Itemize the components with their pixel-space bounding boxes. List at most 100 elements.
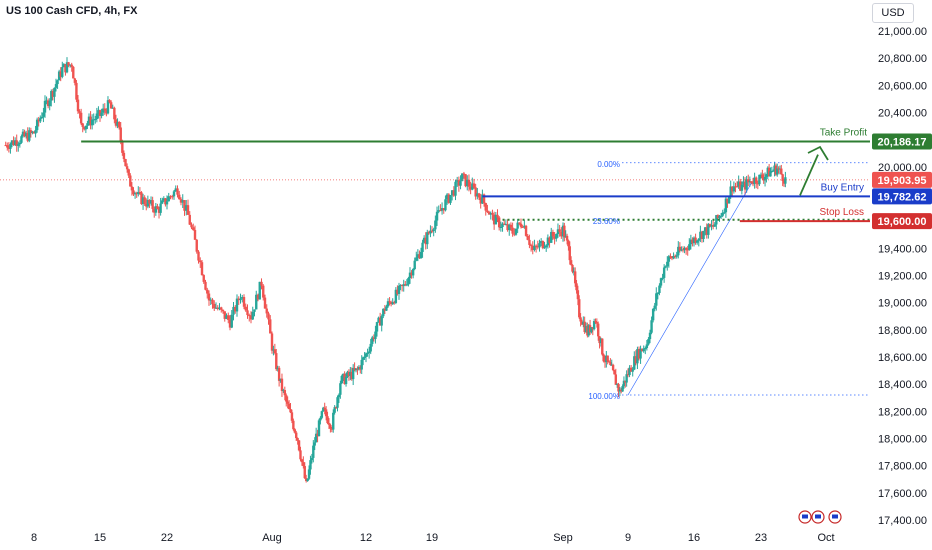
- candle-body: [536, 246, 540, 248]
- candle-body: [613, 370, 616, 375]
- candle-body: [763, 176, 767, 181]
- candle-body: [571, 264, 574, 272]
- candle-body: [761, 174, 764, 179]
- candle-body: [277, 367, 281, 381]
- price-tag-buy-entry: [872, 188, 932, 205]
- candle-body: [15, 140, 18, 146]
- candle-body: [202, 275, 205, 282]
- candle-body: [273, 349, 277, 354]
- candle-body: [309, 460, 312, 470]
- event-flag-icon-fill: [832, 514, 838, 519]
- candle-body: [620, 389, 623, 392]
- candle-body: [360, 359, 363, 370]
- candle-body: [396, 289, 399, 294]
- projection-arrow-head: [807, 145, 829, 161]
- candle-body: [681, 249, 685, 251]
- candle-body: [545, 245, 548, 248]
- candle-body: [669, 256, 672, 258]
- candle-body: [200, 262, 204, 276]
- candle-body: [590, 327, 593, 333]
- fib-level-label: 100.00%: [588, 392, 620, 401]
- candle-body: [132, 190, 135, 195]
- candle-body: [556, 229, 560, 235]
- candle-body: [64, 64, 67, 73]
- candle-body: [472, 183, 476, 188]
- candle-body: [366, 352, 369, 354]
- candle-body: [364, 353, 368, 357]
- candle-body: [385, 306, 388, 311]
- y-tick-label: 17,600.00: [878, 488, 927, 500]
- candle-body: [514, 228, 518, 235]
- candle-body: [374, 331, 377, 340]
- candle-body: [636, 349, 639, 364]
- candle-body: [640, 348, 644, 352]
- candle-body: [324, 409, 328, 417]
- candle-body: [511, 227, 514, 234]
- candle-body: [391, 302, 394, 305]
- candle-body: [707, 224, 710, 235]
- candle-body: [621, 386, 624, 392]
- candle-body: [594, 321, 597, 323]
- candle-body: [666, 261, 669, 267]
- candle-body: [529, 244, 533, 246]
- event-flag-icon-fill: [802, 514, 808, 519]
- candle-body: [739, 181, 742, 191]
- candle-body: [411, 269, 415, 276]
- candle-body: [356, 368, 359, 370]
- x-tick-label: 19: [426, 532, 438, 544]
- candle-body: [211, 299, 214, 305]
- candle-body: [382, 308, 385, 317]
- candle-body: [457, 180, 461, 186]
- candle-body: [418, 254, 421, 259]
- candle-body: [762, 178, 765, 181]
- price-tag-label: 19,600.00: [878, 216, 927, 228]
- candle-body: [333, 407, 336, 413]
- candle-body: [339, 383, 342, 395]
- candle-body: [628, 367, 631, 376]
- candle-body: [659, 278, 663, 286]
- candle-body: [73, 78, 77, 83]
- x-tick-label: 22: [161, 532, 173, 544]
- candle-body: [653, 305, 656, 309]
- level-name-take-profit: Take Profit: [820, 128, 867, 139]
- candle-body: [576, 290, 580, 300]
- candle-body: [413, 260, 416, 270]
- candle-body: [292, 420, 295, 430]
- candle-body: [563, 225, 566, 238]
- candle-body: [258, 281, 261, 300]
- candle-body: [580, 321, 584, 325]
- candle-body: [149, 200, 153, 204]
- candle-body: [225, 315, 228, 319]
- candle-body: [304, 478, 308, 482]
- candle-body: [45, 100, 48, 102]
- candle-body: [655, 293, 658, 306]
- candle-body: [389, 302, 393, 305]
- candle-body: [496, 214, 499, 218]
- candle-body: [307, 469, 311, 479]
- currency-button[interactable]: USD: [872, 3, 914, 23]
- candle-body: [609, 362, 612, 366]
- candle-body: [599, 338, 603, 344]
- candle-body: [239, 298, 242, 301]
- candle-body: [57, 71, 61, 81]
- candle-body: [565, 235, 569, 241]
- candle-body: [300, 459, 304, 463]
- candle-body: [662, 267, 666, 278]
- y-tick-label: 19,200.00: [878, 271, 927, 283]
- candle-body: [416, 254, 420, 258]
- y-tick-label: 17,800.00: [878, 461, 927, 473]
- candle-body: [692, 237, 696, 244]
- candle-body: [51, 91, 55, 97]
- candle-body: [546, 237, 550, 246]
- candle-body: [439, 210, 442, 212]
- candle-body: [521, 226, 524, 228]
- candle-body: [148, 199, 151, 204]
- candle-body: [686, 249, 689, 251]
- x-tick-label: 23: [755, 532, 767, 544]
- candle-body: [740, 184, 744, 191]
- candle-body: [181, 200, 184, 203]
- candle-body: [397, 285, 401, 294]
- candle-body: [434, 220, 437, 230]
- candle-body: [78, 111, 81, 113]
